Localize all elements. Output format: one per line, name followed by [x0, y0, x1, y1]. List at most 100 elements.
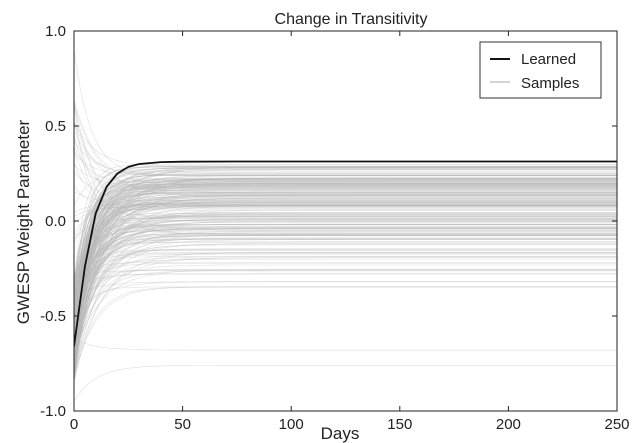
sample-curve [74, 186, 617, 344]
sample-curve [74, 253, 617, 280]
sample-curve [74, 135, 617, 189]
sample-curve [74, 185, 617, 282]
sample-curve [74, 181, 617, 340]
sample-curve [74, 235, 617, 287]
sample-curve [74, 202, 617, 357]
sample-curve [74, 183, 617, 291]
sample-curve [74, 217, 617, 379]
sample-curve [74, 227, 617, 321]
sample-curve [74, 185, 617, 341]
sample-curve [74, 120, 617, 235]
sample-curve [74, 228, 617, 328]
y-tick-label: 1.0 [45, 23, 66, 40]
sample-curve [74, 185, 617, 315]
sample-curve [74, 213, 617, 371]
x-tick-label: 100 [279, 416, 304, 433]
sample-curve [74, 224, 617, 291]
sample-curve [74, 286, 617, 350]
sample-curve [74, 194, 617, 322]
sample-curve [74, 219, 617, 340]
sample-curve [74, 273, 617, 288]
y-axis-label: GWESP Weight Parameter [14, 119, 33, 324]
sample-curve [74, 168, 617, 296]
sample-curve [74, 173, 617, 283]
sample-curve [74, 214, 617, 293]
sample-curve [74, 166, 617, 294]
sample-curve [74, 185, 617, 307]
sample-curve [74, 169, 617, 353]
sample-curve [74, 204, 617, 327]
sample-curve [74, 185, 617, 360]
sample-curve [74, 171, 617, 207]
sample-curve [74, 197, 617, 380]
sample-curve [74, 227, 617, 371]
sample-curve [74, 201, 617, 346]
sample-curve [74, 169, 617, 297]
sample-curve [74, 201, 617, 334]
sample-curve [74, 254, 617, 304]
sample-curve [74, 220, 617, 297]
sample-curve [74, 196, 617, 301]
sample-curve [74, 202, 617, 357]
sample-curve [74, 239, 617, 355]
sample-curve [74, 239, 617, 351]
y-axis: 1.0 0.5 0.0 -0.5 -1.0 [40, 23, 617, 420]
sample-curve [74, 184, 617, 358]
sample-curve [74, 202, 617, 300]
sample-curve [74, 167, 617, 301]
sample-curve [74, 195, 617, 301]
sample-curve [74, 219, 617, 329]
sample-curve [74, 218, 617, 374]
sample-curve [74, 224, 617, 333]
sample-curve [74, 179, 617, 285]
sample-curve [74, 184, 617, 375]
sample-curve [74, 101, 617, 222]
sample-curve [74, 193, 617, 318]
sample-curve [74, 188, 617, 285]
sample-curve [74, 189, 617, 301]
sample-curve [74, 179, 617, 313]
sample-curve [74, 195, 617, 347]
sample-curve [74, 223, 617, 378]
sample-curve [74, 201, 617, 354]
sample-curve [74, 183, 617, 337]
sample-curve [74, 224, 617, 310]
sample-curve [74, 177, 617, 331]
sample-curve [74, 204, 617, 214]
sample-curve [74, 189, 617, 338]
sample-curve [74, 219, 617, 290]
sample-curve [74, 200, 617, 331]
sample-curve [74, 130, 617, 176]
sample-curve [74, 193, 617, 305]
sample-curve [74, 189, 617, 365]
sample-curve [74, 103, 617, 211]
sample-curve [74, 180, 617, 321]
sample-curve [74, 174, 617, 352]
sample-curve [74, 106, 617, 231]
sample-curve [74, 232, 617, 369]
sample-curve [74, 192, 617, 311]
sample-curve [74, 234, 617, 324]
sample-curve [74, 219, 617, 330]
sample-curve [74, 177, 617, 321]
sample-curve [74, 252, 617, 353]
sample-curve [74, 270, 617, 361]
sample-curve [74, 206, 617, 304]
sample-curve [74, 218, 617, 240]
sample-curve [74, 365, 617, 402]
sample-curve [74, 167, 617, 299]
sample-curve [74, 202, 617, 368]
sample-curve [74, 249, 617, 287]
sample-curve [74, 172, 617, 279]
sample-curve [74, 234, 617, 381]
y-tick-label: -1.0 [40, 403, 66, 420]
sample-curve [74, 194, 617, 331]
sample-curve [74, 215, 617, 323]
sample-curve [74, 175, 617, 380]
sample-curve [74, 250, 617, 310]
sample-curve [74, 146, 617, 184]
legend-label-learned: Learned [521, 51, 576, 68]
sample-curve [74, 179, 617, 328]
sample-curve [74, 195, 617, 296]
